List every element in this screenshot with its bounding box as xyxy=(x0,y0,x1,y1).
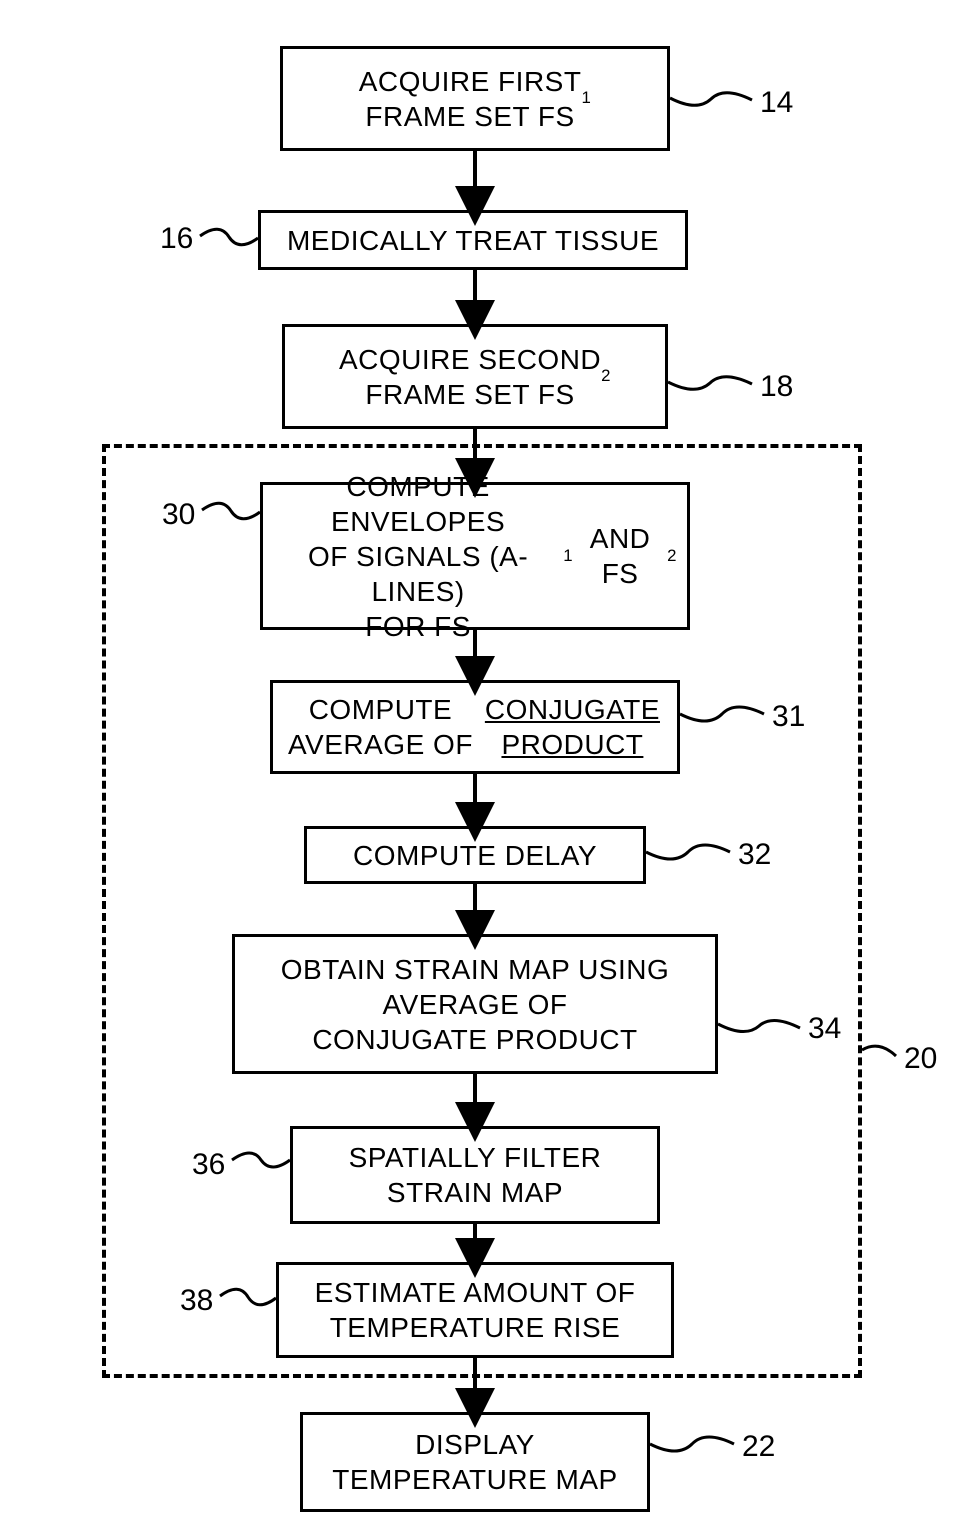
flow-box-b34: OBTAIN STRAIN MAP USINGAVERAGE OFCONJUGA… xyxy=(232,934,718,1074)
flow-box-b16: MEDICALLY TREAT TISSUE xyxy=(258,210,688,270)
leader-squiggle xyxy=(650,1437,734,1451)
ref-label-l18: 18 xyxy=(760,370,793,404)
flowchart-canvas: ACQUIRE FIRSTFRAME SET FS1 MEDICALLY TREA… xyxy=(0,0,967,1536)
ref-label-l20: 20 xyxy=(904,1042,937,1076)
ref-label-l22: 22 xyxy=(742,1430,775,1464)
flow-box-b22: DISPLAYTEMPERATURE MAP xyxy=(300,1412,650,1512)
ref-label-l16: 16 xyxy=(160,222,193,256)
leader-squiggle xyxy=(862,1046,896,1056)
flow-box-b36: SPATIALLY FILTERSTRAIN MAP xyxy=(290,1126,660,1224)
ref-label-l30: 30 xyxy=(162,498,195,532)
flow-box-b38: ESTIMATE AMOUNT OFTEMPERATURE RISE xyxy=(276,1262,674,1358)
flow-box-b31: COMPUTE AVERAGE OFCONJUGATE PRODUCT xyxy=(270,680,680,774)
ref-label-l14: 14 xyxy=(760,86,793,120)
leader-squiggle xyxy=(668,377,752,390)
ref-label-l32: 32 xyxy=(738,838,771,872)
leader-squiggle xyxy=(200,229,258,245)
flow-box-b30: COMPUTE ENVELOPESOF SIGNALS (A-LINES)FOR… xyxy=(260,482,690,630)
flow-box-b18: ACQUIRE SECONDFRAME SET FS2 xyxy=(282,324,668,429)
ref-label-l36: 36 xyxy=(192,1148,225,1182)
leader-squiggle xyxy=(670,93,752,106)
flow-box-b14: ACQUIRE FIRSTFRAME SET FS1 xyxy=(280,46,670,151)
ref-label-l31: 31 xyxy=(772,700,805,734)
flow-box-b32: COMPUTE DELAY xyxy=(304,826,646,884)
ref-label-l38: 38 xyxy=(180,1284,213,1318)
ref-label-l34: 34 xyxy=(808,1012,841,1046)
